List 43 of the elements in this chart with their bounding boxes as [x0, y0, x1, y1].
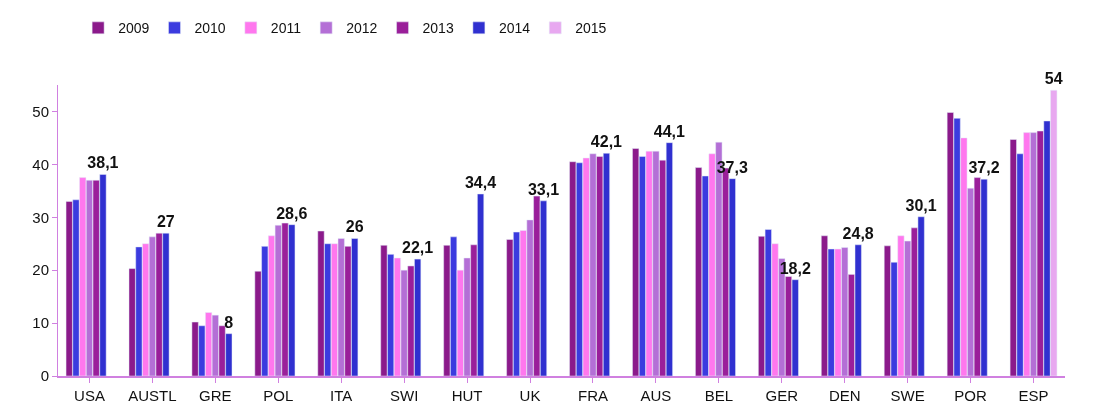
- x-tick-label: SWE: [890, 387, 925, 404]
- x-tick-label: GER: [765, 387, 799, 404]
- data-label: 33,1: [527, 180, 560, 198]
- x-tick-label: POL: [263, 387, 294, 404]
- y-tick-label: 50: [32, 102, 49, 120]
- data-label: 8: [224, 313, 234, 331]
- data-label: 54: [1044, 70, 1063, 88]
- data-label: 22,1: [402, 239, 434, 257]
- data-label: 44,1: [653, 122, 686, 140]
- x-tick-label: UK: [519, 387, 541, 404]
- x-tick-label: FRA: [577, 387, 608, 404]
- data-label: 37,2: [968, 159, 1000, 177]
- legend-label: 2009: [118, 20, 150, 37]
- legend-label: 2011: [270, 20, 302, 37]
- legend-label: 2015: [575, 20, 607, 37]
- data-label: 27: [156, 213, 175, 231]
- x-tick-label: USA: [74, 387, 105, 404]
- y-tick-label: 10: [32, 314, 49, 332]
- x-tick-label: DEN: [828, 387, 861, 404]
- x-tick-label: BEL: [704, 387, 734, 404]
- x-tick-label: ESP: [1018, 387, 1049, 404]
- legend-label: 2013: [422, 20, 454, 37]
- x-tick-label: POR: [954, 387, 987, 404]
- x-tick-label: HUT: [451, 387, 483, 404]
- x-tick-label: GRE: [199, 387, 232, 404]
- legend-label: 2010: [194, 20, 226, 37]
- data-label: 28,6: [276, 204, 308, 222]
- x-tick-label: SWI: [389, 387, 419, 404]
- x-tick-label: ITA: [330, 387, 353, 404]
- y-tick-label: 20: [32, 261, 49, 279]
- legend-label: 2014: [498, 20, 531, 37]
- y-tick-label: 40: [32, 155, 49, 173]
- data-label: 26: [345, 218, 364, 236]
- data-label: 30,1: [905, 196, 937, 214]
- x-tick-label: AUS: [640, 387, 672, 404]
- data-label: 34,4: [464, 173, 497, 191]
- data-label: 24,8: [842, 224, 874, 242]
- legend-label: 2012: [346, 20, 378, 37]
- y-tick-label: 0: [40, 367, 49, 385]
- data-label: 42,1: [590, 133, 623, 151]
- x-tick-label: AUSTL: [128, 387, 177, 404]
- y-tick-label: 30: [32, 208, 49, 226]
- data-label: 38,1: [87, 154, 119, 172]
